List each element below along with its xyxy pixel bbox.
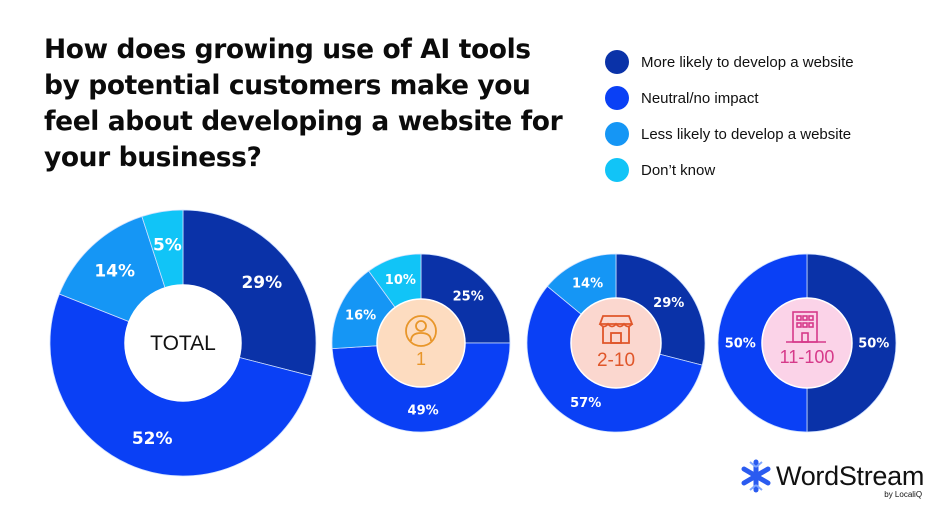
legend-item-neutral: Neutral/no impact [605, 80, 854, 116]
logo-wordmark: WordStream [776, 460, 925, 491]
legend-swatch-more-likely [605, 50, 629, 74]
segment-label: 14% [94, 261, 135, 281]
office-building-icon [786, 311, 826, 343]
legend: More likely to develop a website Neutral… [605, 44, 854, 188]
wordstream-logo: WordStream by LocaliQ [736, 458, 925, 499]
segment-label: 50% [725, 337, 756, 352]
legend-swatch-less-likely [605, 122, 629, 146]
segment-label: 57% [570, 396, 601, 411]
legend-swatch-dont-know [605, 158, 629, 182]
donut-center [376, 298, 466, 388]
chart-title: How does growing use of AI tools by pote… [44, 34, 563, 173]
storefront-icon [598, 315, 634, 344]
donut-2-10-employees: 29% 57% 14% [526, 253, 706, 433]
center-label-2-10: 2-10 [597, 350, 635, 371]
donut-center [761, 297, 853, 389]
segment-label: 5% [153, 236, 182, 256]
legend-item-less-likely: Less likely to develop a website [605, 116, 854, 152]
legend-swatch-neutral [605, 86, 629, 110]
logo-subtitle: by LocaliQ [884, 490, 923, 499]
center-label-total: TOTAL [150, 332, 216, 355]
segment-label: 16% [345, 308, 376, 323]
legend-item-more-likely: More likely to develop a website [605, 44, 854, 80]
segment-label: 49% [408, 403, 439, 418]
person-icon [405, 315, 437, 347]
segment-label: 14% [572, 276, 603, 291]
segment-label: 29% [241, 273, 282, 293]
segment-label: 29% [653, 296, 684, 311]
legend-label: Neutral/no impact [641, 89, 759, 107]
donut-total: 29% 52% 14% 5% [49, 209, 317, 477]
donut-1-employee: 25% 49% 16% 10% [331, 253, 511, 433]
segment-label: 10% [385, 273, 416, 288]
donut-11-100-employees: 50% 50% [717, 253, 897, 433]
segment-label: 25% [453, 289, 484, 304]
snowflake-logo-icon [741, 459, 771, 493]
segment-label: 52% [132, 429, 173, 449]
center-label-11-100: 11-100 [780, 347, 835, 367]
legend-label: More likely to develop a website [641, 53, 854, 71]
legend-label: Less likely to develop a website [641, 125, 852, 143]
legend-item-dont-know: Don’t know [605, 152, 854, 188]
segment-label: 50% [858, 337, 889, 352]
donut-center [124, 284, 242, 402]
legend-label: Don’t know [641, 161, 716, 179]
center-label-1: 1 [416, 349, 426, 369]
